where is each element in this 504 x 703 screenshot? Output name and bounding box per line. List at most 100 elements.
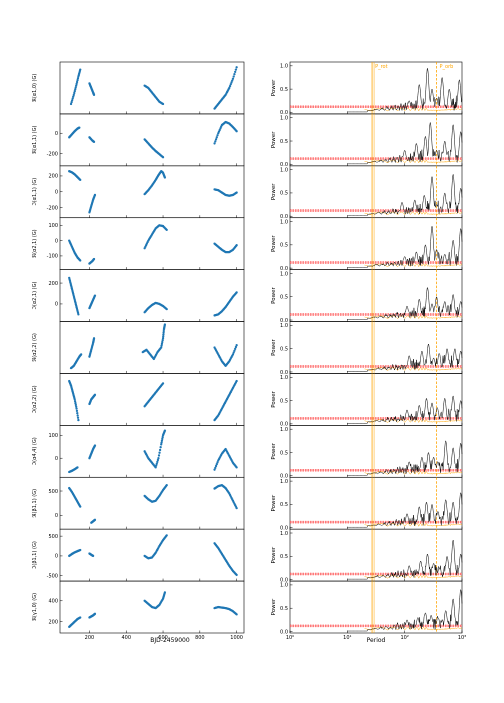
ts-y-tick-label: 0 [55,238,58,244]
pg-y-tick-label: 0.0 [280,162,288,168]
pg-y-axis-label: Power [271,235,277,252]
pg-y-tick-label: 0.5 [280,606,288,612]
pg-y-tick-label: 0.5 [280,398,288,404]
ts-data-point [161,340,164,344]
pg-x-tick-label: 10¹ [343,635,351,641]
ts-y-tick-label: 500 [48,489,58,495]
pg-y-tick-label: 1.0 [280,271,288,277]
ts-y-axis-label: ℜ(α2,2) (G) [32,333,38,362]
pg-x-tick-label: 10² [400,635,408,641]
ts-y-tick-label: -100 [47,254,58,260]
ts-data-point [77,313,80,316]
ts-data-point [79,259,82,262]
ts-data-point [69,102,73,106]
pg-power-line [347,226,463,268]
ts-y-tick-label: 0 [55,302,58,308]
pg-y-tick-label: 0.5 [280,450,288,456]
ts-data-point [230,81,233,84]
ts-data-point [233,73,236,76]
pg-window-function [364,419,463,424]
ts-data-point [157,457,160,460]
ts-data-point [73,90,76,93]
ts-data-point [80,353,83,356]
ts-y-tick-label: 500 [48,534,58,540]
ts-data-point [163,323,167,326]
right-x-axis-label: Period [367,637,386,644]
ts-y-tick-label: 400 [48,599,58,605]
ts-data-point [161,337,165,340]
pg-power-line [347,343,463,372]
ts-data-point [235,379,238,383]
ts-y-tick-label: -200 [47,205,58,211]
ts-data-point [234,68,238,71]
ts-data-point [163,429,167,432]
ts-data-point [235,466,238,469]
ts-data-point [76,416,80,419]
pg-y-axis-label: Power [271,79,277,96]
pg-power-line [347,589,463,632]
ts-data-point [213,142,216,145]
pg-y-axis-label: Power [271,338,277,355]
ts-x-tick-label: 200 [85,635,95,641]
ts-panel-frame [59,580,245,634]
ts-y-tick-label: 100 [48,433,58,439]
pg-window-function [364,575,463,579]
pg-window-function [364,471,463,475]
pg-y-tick-label: 1.0 [280,116,288,122]
ts-data-point [214,466,217,469]
pg-y-tick-label: 0.0 [280,266,288,272]
pg-y-tick-label: 0.5 [280,346,288,352]
ts-y-tick-label: -500 [47,574,58,580]
pg-y-tick-label: 0.5 [280,502,288,508]
ts-data-point [79,505,82,508]
ts-data-point [231,79,234,82]
pg-y-tick-label: 1.0 [280,531,288,537]
ts-y-axis-label: ℑ(β1,1) (G) [32,541,38,569]
ts-data-point [78,126,81,129]
ts-data-point [232,75,235,78]
ts-data-point [92,93,96,96]
ts-data-point [155,462,158,465]
pg-power-line [347,286,463,320]
ts-data-point [161,437,164,441]
pg-y-tick-label: 0.5 [280,139,288,145]
ts-data-point [70,101,73,104]
ts-data-point [233,349,236,352]
ts-data-point [161,339,164,342]
pg-y-axis-label: Power [271,287,277,304]
ts-data-point [235,191,238,194]
ts-y-tick-label: 0 [55,456,58,462]
ts-data-point [215,463,218,466]
ts-y-tick-label: 0 [55,554,58,560]
ts-data-point [165,484,168,487]
pg-y-axis-label: Power [271,598,277,615]
ts-data-point [160,443,163,446]
ts-data-point [163,591,167,594]
ts-x-tick-label: 400 [121,635,131,641]
ts-y-axis-label: ℑ(α1,1) (G) [32,178,38,206]
ts-data-point [216,461,219,464]
pg-y-tick-label: 0.0 [280,370,288,376]
time-series-column: ℜ(α1,0) (G) -200 0 ℜ(α1,1) (G) -200 0 200 ℑ(α1,… [32,61,245,641]
ts-data-point [76,77,80,80]
pg-y-tick-label: 0.5 [280,87,288,93]
ts-data-point [235,506,238,510]
ts-data-point [235,344,238,347]
ts-data-point [79,68,82,71]
pg-y-axis-label: Power [271,183,277,200]
ts-data-point [71,97,74,100]
ts-data-point [154,466,157,469]
pg-y-tick-label: 1.0 [280,427,288,433]
pg-y-axis-label: Power [271,494,277,511]
ts-y-axis-label: ℜ(α1,0) (G) [32,74,38,103]
pg-power-line [347,491,463,528]
pg-y-tick-label: 0.5 [280,554,288,560]
ts-data-point [165,308,168,311]
ts-data-point [160,342,164,345]
ts-data-point [229,83,232,86]
ts-data-point [92,140,96,144]
ts-data-point [162,331,165,334]
ts-data-point [235,291,238,294]
ts-data-point [160,439,164,442]
